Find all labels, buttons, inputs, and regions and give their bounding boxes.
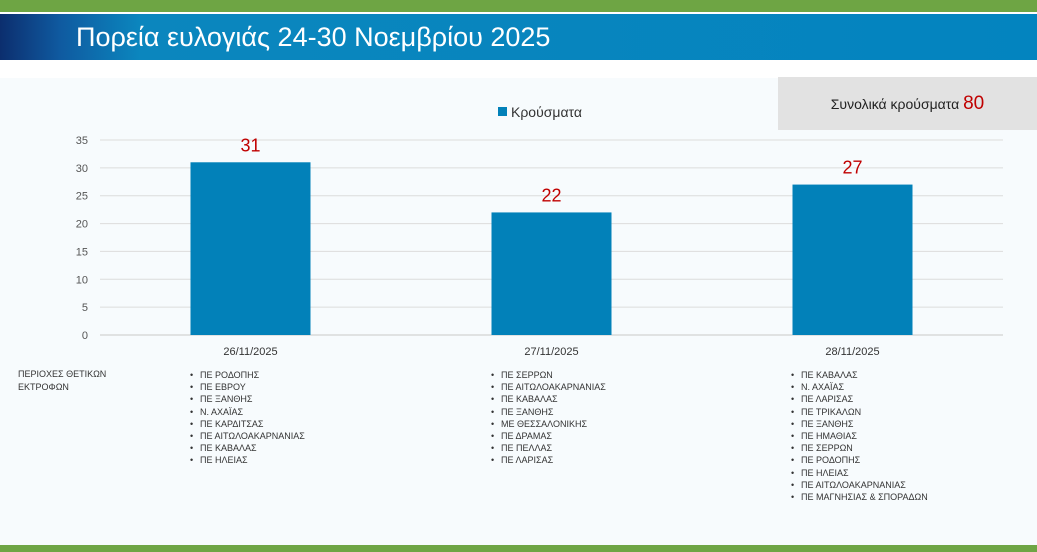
regions-label: ΠΕΡΙΟΧΕΣ ΘΕΤΙΚΩΝ ΕΚΤΡΟΦΩΝ	[18, 369, 107, 392]
y-tick-label: 25	[76, 191, 88, 203]
region-item: ΠΕ ΑΙΤΩΛΟΑΚΑΡΝΑΝΙΑΣ	[791, 479, 928, 491]
regions-list-3: ΠΕ ΚΑΒΑΛΑΣΝ. ΑΧΑΪΑΣΠΕ ΛΑΡΙΣΑΣΠΕ ΤΡΙΚΑΛΩΝ…	[791, 369, 928, 503]
region-item: ΠΕ ΚΑΒΑΛΑΣ	[491, 393, 606, 405]
region-item: Ν. ΑΧΑΪΑΣ	[791, 381, 928, 393]
region-item: ΠΕ ΡΟΔΟΠΗΣ	[190, 369, 305, 381]
y-tick-label: 15	[76, 246, 88, 258]
region-item: ΠΕ ΛΑΡΙΣΑΣ	[791, 393, 928, 405]
page-title: Πορεία ευλογιάς 24-30 Νοεμβρίου 2025	[76, 22, 551, 52]
bar-data-label: 31	[240, 135, 260, 155]
y-tick-label: 0	[82, 330, 88, 342]
region-item: ΠΕ ΣΕΡΡΩΝ	[491, 369, 606, 381]
region-item: ΠΕ ΗΛΕΙΑΣ	[190, 454, 305, 466]
chart-legend: Κρούσματα	[498, 104, 582, 120]
total-cases-label: Συνολικά κρούσματα	[830, 96, 960, 112]
x-tick-label: 27/11/2025	[524, 346, 578, 358]
y-tick-label: 35	[76, 135, 88, 147]
region-item: ΠΕ ΗΜΑΘΙΑΣ	[791, 430, 928, 442]
region-item: ΠΕ ΞΑΝΘΗΣ	[491, 406, 606, 418]
y-tick-label: 5	[82, 302, 88, 314]
total-cases-value: 80	[963, 93, 985, 114]
bar	[190, 162, 311, 335]
region-item: ΠΕ ΔΡΑΜΑΣ	[491, 430, 606, 442]
y-tick-label: 10	[76, 274, 88, 286]
region-item: ΠΕ ΑΙΤΩΛΟΑΚΑΡΝΑΝΙΑΣ	[491, 381, 606, 393]
bar	[792, 184, 913, 335]
legend-swatch	[498, 107, 507, 116]
region-item: ΠΕ ΚΑΡΔΙΤΣΑΣ	[190, 418, 305, 430]
region-item: ΠΕ ΣΕΡΡΩΝ	[791, 442, 928, 454]
x-tick-label: 28/11/2025	[825, 346, 879, 358]
bottom-accent-bar	[0, 545, 1037, 552]
region-item: ΠΕ ΚΑΒΑΛΑΣ	[190, 442, 305, 454]
top-accent-bar	[0, 0, 1037, 12]
regions-list-1: ΠΕ ΡΟΔΟΠΗΣΠΕ ΕΒΡΟΥΠΕ ΞΑΝΘΗΣΝ. ΑΧΑΪΑΣΠΕ Κ…	[190, 369, 305, 467]
region-item: ΠΕ ΠΕΛΛΑΣ	[491, 442, 606, 454]
total-cases-text: Συνολικά κρούσματα 80	[778, 77, 1037, 131]
region-item: ΠΕ ΕΒΡΟΥ	[190, 381, 305, 393]
region-item: Ν. ΑΧΑΪΑΣ	[190, 406, 305, 418]
title-bar: Πορεία ευλογιάς 24-30 Νοεμβρίου 2025	[0, 14, 1037, 60]
bar-data-label: 27	[842, 158, 862, 178]
region-item: ΠΕ ΑΙΤΩΛΟΑΚΑΡΝΑΝΙΑΣ	[190, 430, 305, 442]
region-item: ΠΕ ΜΑΓΝΗΣΙΑΣ & ΣΠΟΡΑΔΩΝ	[791, 491, 928, 503]
region-item: ΜΕ ΘΕΣΣΑΛΟΝΙΚΗΣ	[491, 418, 606, 430]
region-item: ΠΕ ΛΑΡΙΣΑΣ	[491, 454, 606, 466]
x-tick-label: 26/11/2025	[223, 346, 277, 358]
y-tick-label: 30	[76, 163, 88, 175]
region-item: ΠΕ ΤΡΙΚΑΛΩΝ	[791, 406, 928, 418]
region-item: ΠΕ ΡΟΔΟΠΗΣ	[791, 454, 928, 466]
y-tick-label: 20	[76, 219, 88, 231]
bar-data-label: 22	[541, 185, 561, 205]
region-item: ΠΕ ΞΑΝΘΗΣ	[791, 418, 928, 430]
region-item: ΠΕ ΗΛΕΙΑΣ	[791, 467, 928, 479]
region-item: ΠΕ ΚΑΒΑΛΑΣ	[791, 369, 928, 381]
region-item: ΠΕ ΞΑΝΘΗΣ	[190, 393, 305, 405]
legend-label: Κρούσματα	[511, 104, 582, 120]
total-cases-box: Συνολικά κρούσματα 80	[778, 77, 1037, 130]
regions-list-2: ΠΕ ΣΕΡΡΩΝΠΕ ΑΙΤΩΛΟΑΚΑΡΝΑΝΙΑΣΠΕ ΚΑΒΑΛΑΣΠΕ…	[491, 369, 606, 467]
bar	[491, 212, 612, 335]
